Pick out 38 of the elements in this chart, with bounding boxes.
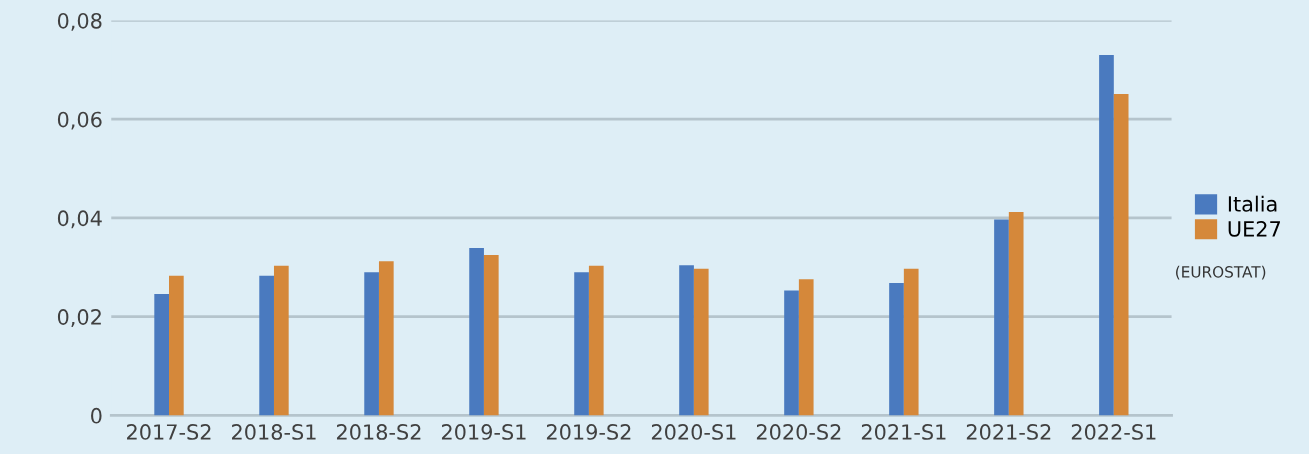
y-tick-label: 0,02 xyxy=(57,309,101,327)
bar xyxy=(903,268,919,416)
bar xyxy=(154,293,169,416)
legend-label: Italia xyxy=(1228,195,1277,212)
bar xyxy=(588,265,604,416)
bar xyxy=(483,254,499,416)
bar xyxy=(574,272,589,416)
bar xyxy=(469,248,484,416)
legend-label: UE27 xyxy=(1228,221,1280,237)
bar xyxy=(378,261,394,416)
bar xyxy=(889,283,904,416)
bar xyxy=(364,272,379,416)
bar xyxy=(1099,54,1114,416)
x-tick-label: 2018-S1 xyxy=(232,424,316,440)
x-tick-label: 2020-S2 xyxy=(756,424,841,440)
bar xyxy=(798,279,814,416)
text: (EUROSTAT) xyxy=(1176,265,1266,280)
x-tick-label: 2019-S2 xyxy=(546,424,631,440)
x-tick-label: 2022-S1 xyxy=(1071,424,1156,440)
x-tick-label: 2021-S1 xyxy=(861,424,946,440)
bar xyxy=(679,265,694,416)
bar xyxy=(693,268,709,416)
bar xyxy=(1113,94,1129,416)
y-tick-label: 0,08 xyxy=(57,12,102,31)
bar xyxy=(273,265,289,416)
x-tick-label: 2017-S2 xyxy=(127,424,211,440)
y-tick-label: 0,04 xyxy=(57,210,102,229)
y-tick-label: 0,06 xyxy=(57,111,102,130)
x-tick-label: 2019-S1 xyxy=(441,424,526,440)
x-tick-label: 2020-S1 xyxy=(651,424,736,440)
y-tick-label: 0 xyxy=(91,407,102,424)
bar xyxy=(784,290,799,416)
bar xyxy=(1008,212,1024,416)
bar xyxy=(259,275,274,416)
x-tick-label: 2018-S2 xyxy=(336,424,421,440)
bar xyxy=(169,275,184,416)
x-tick-label: 2021-S2 xyxy=(966,424,1051,440)
bar xyxy=(994,219,1009,416)
